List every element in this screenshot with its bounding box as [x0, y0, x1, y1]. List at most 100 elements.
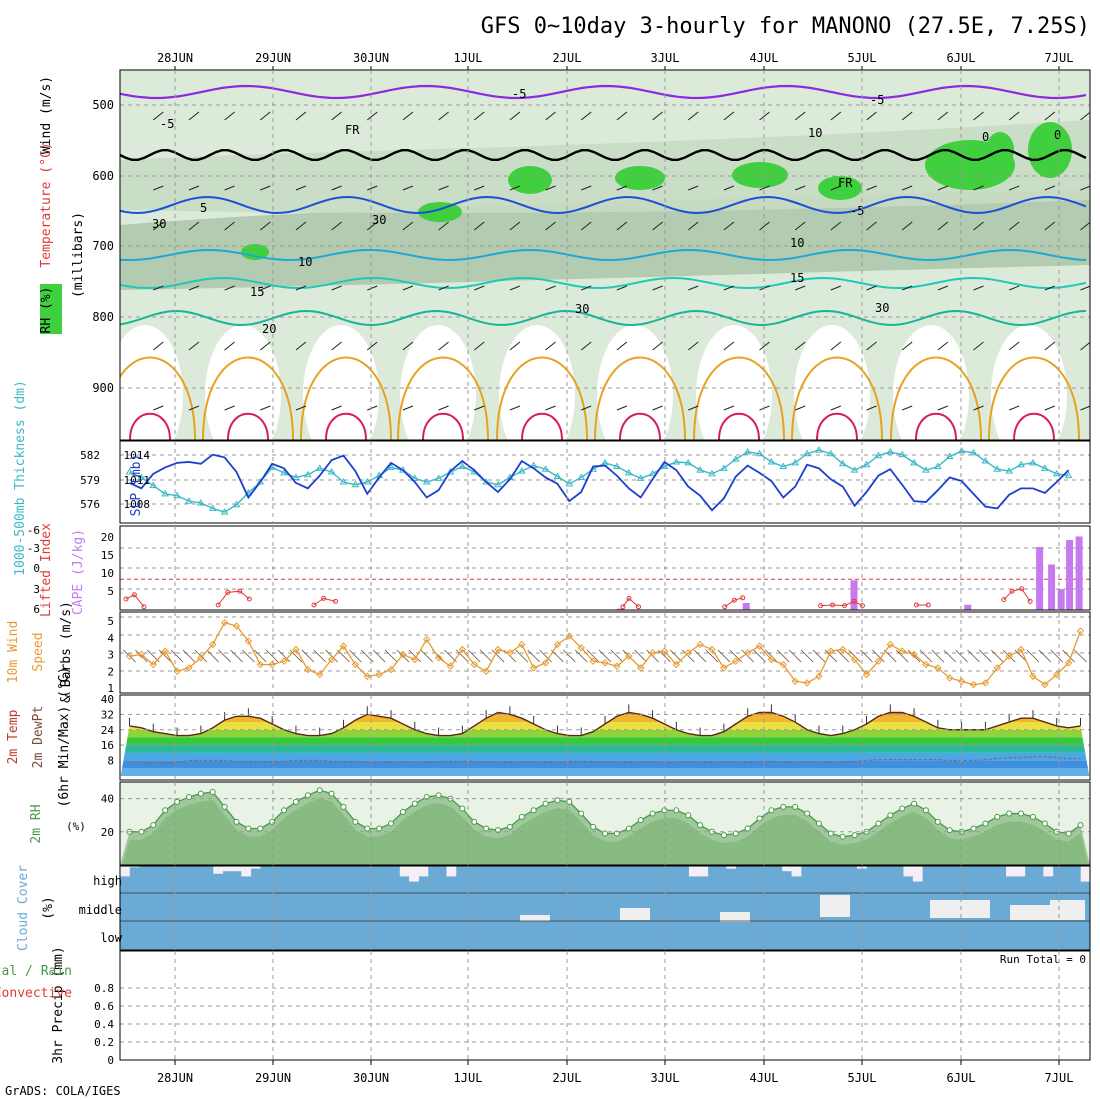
cape-bar [1057, 589, 1065, 610]
cloud-high-gap [782, 866, 793, 872]
rh-marker [304, 792, 311, 799]
wind-speed-marker [613, 662, 621, 670]
wind-barb [652, 341, 663, 351]
rh-high-blob [241, 244, 269, 260]
wind-speed-marker [494, 645, 502, 654]
wind-barb [973, 341, 984, 351]
thickness-marker [351, 480, 360, 488]
wind-barb [509, 405, 521, 411]
wind-barb [260, 405, 271, 411]
wind-speed-marker [149, 660, 157, 669]
rh-marker [1041, 820, 1048, 827]
wind-barb [937, 285, 949, 291]
dry-pocket [794, 325, 870, 440]
dewpt-axis-label: 2m DewPt [31, 706, 46, 769]
wind-barb [1008, 341, 1020, 351]
li-marker [731, 597, 737, 603]
li-marker [1027, 598, 1033, 604]
wind-speed-marker [779, 660, 788, 669]
rh-marker [792, 803, 799, 810]
precip-tick-label: 0.4 [94, 1018, 114, 1031]
li-marker [131, 592, 137, 598]
wind-barb [895, 649, 909, 663]
wind-barb [366, 111, 378, 121]
thickness-marker [458, 462, 467, 470]
precip-tick-label: 0.8 [94, 982, 114, 995]
cloud-high-gap [231, 866, 242, 872]
wind-barb [866, 285, 877, 291]
rh-high-blob [818, 176, 862, 200]
wind-barb [901, 341, 913, 351]
day-label-bottom: 3JUL [651, 1071, 680, 1085]
wind-barb [337, 649, 350, 663]
wind-speed-marker [375, 670, 383, 679]
wind-barb [295, 405, 307, 411]
cape-bar [1036, 547, 1044, 610]
wind-barb [265, 649, 279, 663]
wind-tick-label: 3 [107, 649, 114, 662]
temp-color-band [120, 752, 1090, 761]
wind-barb [158, 649, 172, 663]
cloud-frame [119, 865, 1091, 951]
thickness-marker [1005, 467, 1014, 474]
cloud-high-gap [1043, 866, 1054, 877]
thickness-tick-label: 579 [80, 474, 100, 487]
rh-marker [673, 807, 680, 814]
wind-barb [1044, 111, 1056, 121]
wind-barb [616, 341, 628, 351]
wind-speed-marker [862, 670, 871, 679]
wind-barb [260, 185, 271, 191]
rh-frame [119, 781, 1091, 866]
isotherm-30-loop [422, 412, 464, 440]
cape-tick-label: 5 [107, 585, 114, 598]
cloud-middle-gap [720, 912, 750, 922]
wind-speed-marker [518, 640, 526, 649]
wind-barb [973, 285, 984, 291]
day-label-top: 2JUL [553, 51, 582, 65]
dry-pocket [205, 325, 281, 440]
wind-speed-marker [458, 645, 467, 654]
dry-pocket [696, 325, 772, 440]
wind-barb [545, 185, 556, 191]
temp-color-band [120, 745, 1090, 753]
wind-speed-marker [220, 618, 229, 627]
isotherm-10 [120, 248, 1087, 262]
wind-speed-marker [946, 674, 954, 682]
rh-marker [697, 822, 704, 829]
rh-marker [316, 787, 323, 794]
cloud-high-gap [1006, 866, 1016, 877]
contour-label: 20 [262, 322, 276, 336]
wind-tick-label: 2 [107, 665, 114, 678]
wind-barb [539, 649, 552, 663]
dry-pocket [893, 325, 969, 440]
wind-barb [901, 405, 913, 411]
wind-barb [259, 341, 271, 351]
wind-speed-marker [839, 645, 847, 654]
thickness-marker [208, 504, 217, 511]
contour-label: 0 [982, 130, 989, 144]
thickness-marker [613, 462, 621, 470]
wind-barb [509, 185, 521, 191]
wind-barb [224, 405, 235, 411]
wind-tick-label: 1 [107, 682, 114, 695]
wind-barb [295, 111, 307, 121]
cape-tick-label: 20 [101, 531, 114, 544]
wind-speed-marker [137, 650, 146, 659]
wind-speed-marker [969, 680, 978, 689]
wind-barb [349, 649, 362, 663]
day-label-bottom: 28JUN [157, 1071, 193, 1085]
wind-barb [794, 341, 806, 351]
rh-marker [376, 825, 383, 832]
rh-legend-label: RH (%) [39, 287, 54, 334]
wind-barb [253, 649, 267, 663]
dry-pocket [303, 325, 379, 440]
wind-barb [509, 221, 521, 231]
rh-marker [922, 807, 929, 814]
wind-speed-marker [993, 664, 1001, 672]
wind-barb [188, 341, 200, 351]
rh-marker [982, 820, 989, 827]
wind-speed-marker [886, 640, 895, 649]
wind-speed-marker [720, 664, 728, 672]
wind-barb [687, 341, 699, 351]
rh-marker [399, 808, 406, 815]
